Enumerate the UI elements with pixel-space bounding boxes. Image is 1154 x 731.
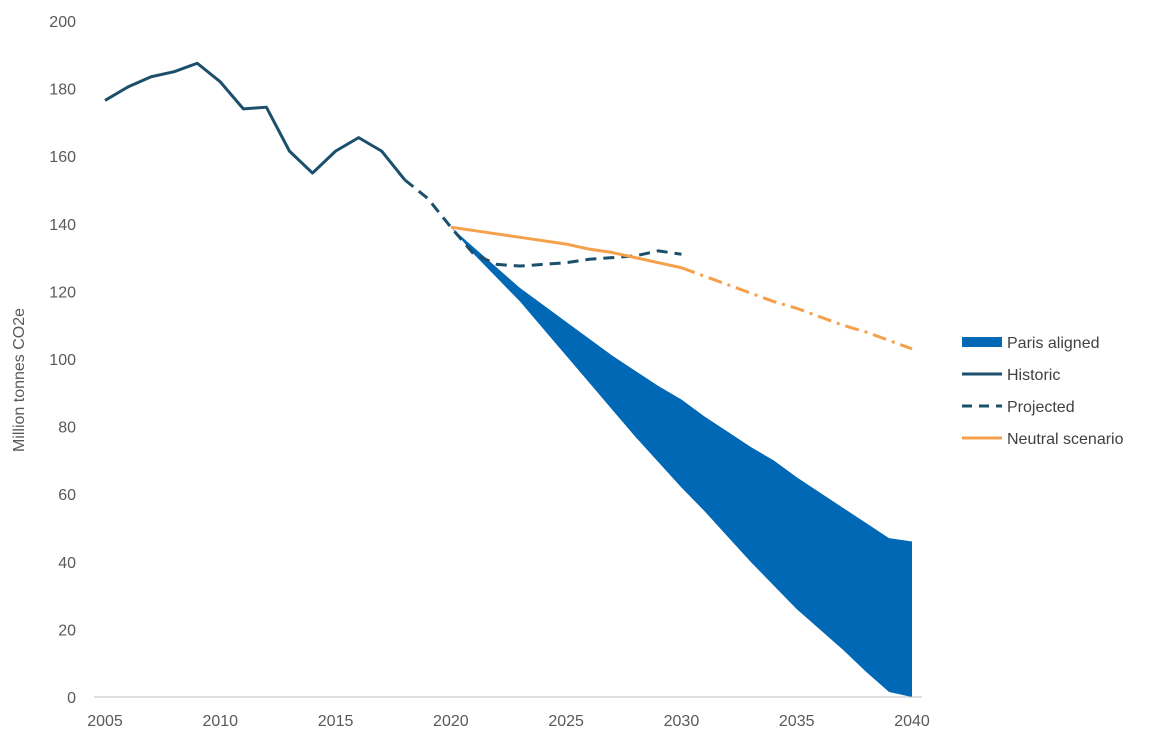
series-line-historic bbox=[104, 61, 406, 181]
y-tick-label: 100 bbox=[49, 352, 76, 369]
series-line-neutral-scenario bbox=[450, 225, 682, 270]
legend-label-neutral-scenario: Neutral scenario bbox=[1007, 431, 1124, 448]
y-tick-label: 80 bbox=[58, 420, 76, 437]
y-tick-label: 120 bbox=[49, 284, 76, 301]
x-tick-label: 2035 bbox=[779, 713, 815, 730]
legend-label-historic: Historic bbox=[1007, 367, 1060, 384]
legend-swatch-paris-aligned bbox=[962, 337, 1002, 347]
y-tick-label: 200 bbox=[49, 14, 76, 31]
y-tick-label: 0 bbox=[67, 690, 76, 707]
y-tick-label: 40 bbox=[58, 555, 76, 572]
series-paris-aligned-band bbox=[450, 227, 912, 697]
y-tick-label: 160 bbox=[49, 149, 76, 166]
legend-label-projected: Projected bbox=[1007, 399, 1075, 416]
y-tick-label: 180 bbox=[49, 82, 76, 99]
y-axis-title: Million tonnes CO2e bbox=[11, 308, 28, 452]
x-tick-label: 2025 bbox=[548, 713, 584, 730]
x-tick-label: 2005 bbox=[87, 713, 123, 730]
x-tick-label: 2010 bbox=[202, 713, 238, 730]
x-tick-label: 2040 bbox=[894, 713, 930, 730]
y-tick-label: 60 bbox=[58, 487, 76, 504]
x-tick-label: 2015 bbox=[318, 713, 354, 730]
y-tick-label: 140 bbox=[49, 217, 76, 234]
series-line-projected bbox=[403, 178, 682, 268]
y-tick-label: 20 bbox=[58, 622, 76, 639]
x-tick-label: 2020 bbox=[433, 713, 469, 730]
series-line-neutral-scenario-extension bbox=[680, 266, 913, 351]
x-tick-label: 2030 bbox=[664, 713, 700, 730]
legend-label-paris-aligned: Paris aligned bbox=[1007, 335, 1100, 352]
